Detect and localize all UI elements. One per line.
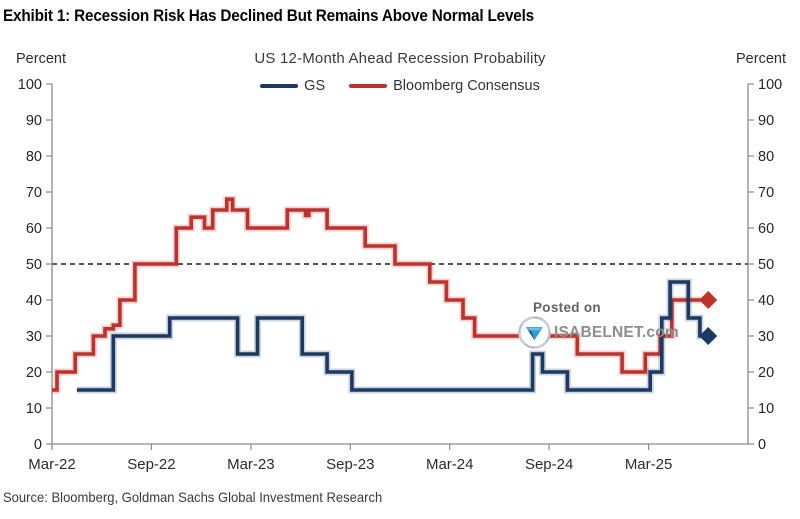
bloomberg-line-swatch: [349, 83, 388, 89]
right-axis-unit-label: Percent: [736, 51, 786, 67]
y-axis-label-right: 20: [758, 365, 774, 381]
source-note: Source: Bloomberg, Goldman Sachs Global …: [3, 489, 383, 505]
legend-item-gs: GS: [260, 78, 325, 94]
y-axis-label-right: 100: [758, 77, 782, 93]
y-axis-label-right: 80: [758, 149, 774, 165]
y-axis-label-left: 20: [26, 365, 42, 381]
series-line-bloomberg-consensus: [52, 197, 709, 392]
y-axis-label-right: 40: [758, 293, 774, 309]
y-axis-label-right: 50: [758, 257, 774, 273]
y-axis-label-right: 90: [758, 113, 774, 129]
y-axis-label-left: 40: [26, 293, 42, 309]
y-axis-label-left: 80: [26, 149, 42, 165]
y-axis-label-left: 60: [26, 221, 42, 237]
exhibit-title: Exhibit 1: Recession Risk Has Declined B…: [3, 6, 535, 25]
chart-title: US 12-Month Ahead Recession Probability: [254, 50, 546, 67]
series-halo-gs: [76, 278, 709, 394]
y-axis-label-left: 50: [26, 257, 42, 273]
legend-label-bloomberg: Bloomberg Consensus: [393, 78, 540, 94]
end-marker-diamond-gs: [699, 327, 718, 345]
y-axis-label-left: 10: [26, 401, 42, 417]
x-axis-label: Mar-22: [28, 456, 76, 473]
x-axis-label: Mar-23: [227, 456, 275, 473]
x-axis-label: Mar-24: [426, 456, 474, 473]
y-axis-label-right: 0: [758, 437, 766, 453]
y-axis-label-left: 100: [18, 77, 42, 93]
y-axis-label-right: 60: [758, 221, 774, 237]
x-axis-label: Sep-24: [525, 456, 573, 473]
series-line-gs: [76, 280, 709, 392]
x-axis-label: Sep-23: [326, 456, 374, 473]
legend-label-gs: GS: [304, 78, 326, 94]
end-marker-diamond-bloomberg-consensus: [699, 291, 718, 309]
y-axis-label-left: 30: [26, 329, 42, 345]
legend: GS Bloomberg Consensus: [0, 78, 800, 94]
y-axis-label-right: 30: [758, 329, 774, 345]
series-halo-bloomberg-consensus: [52, 195, 709, 394]
gs-line-swatch: [260, 83, 299, 89]
left-axis-unit-label: Percent: [16, 51, 66, 67]
x-axis-label: Mar-25: [625, 456, 673, 473]
legend-item-bloomberg: Bloomberg Consensus: [349, 78, 540, 94]
y-axis-label-left: 0: [34, 437, 42, 453]
y-axis-label-right: 10: [758, 401, 774, 417]
y-axis-label-left: 90: [26, 113, 42, 129]
x-axis-label: Sep-22: [127, 456, 175, 473]
y-axis-label-left: 70: [26, 185, 42, 201]
y-axis-label-right: 70: [758, 185, 774, 201]
